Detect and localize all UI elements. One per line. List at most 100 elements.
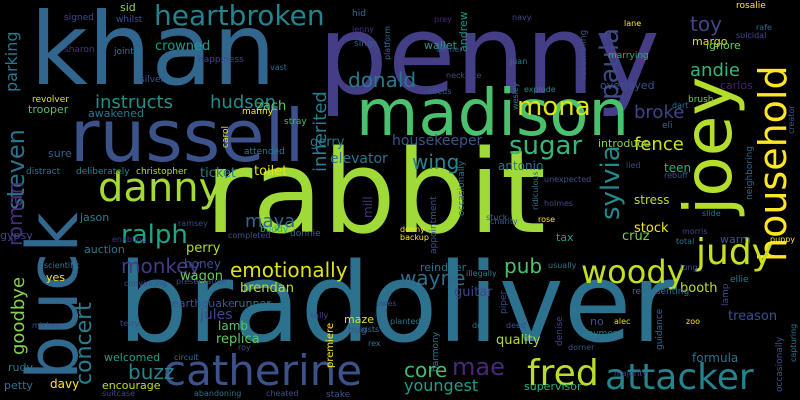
word: charity	[490, 217, 518, 226]
word: sings	[354, 39, 378, 49]
word: overjoyed	[600, 79, 655, 92]
word: suicidal	[736, 31, 767, 40]
word: anymore	[582, 329, 622, 339]
word: scientific	[44, 261, 80, 270]
word: revolver	[32, 95, 69, 105]
word: warm	[720, 233, 751, 246]
word: backup	[400, 233, 429, 242]
word: danny	[98, 165, 223, 211]
word: eli	[662, 121, 673, 131]
word: monkey	[121, 254, 201, 278]
word: gypsy	[0, 229, 33, 242]
word: attacker	[605, 357, 754, 398]
word: distract	[26, 167, 61, 177]
word: signed	[64, 13, 94, 23]
word: capturing	[789, 323, 798, 362]
word: completed	[228, 231, 271, 240]
word: sure	[48, 147, 72, 160]
word: instructs	[95, 92, 173, 113]
word: catherine	[163, 346, 363, 395]
word: maya	[245, 211, 296, 232]
word: goodbye	[8, 276, 29, 355]
word: judy	[696, 232, 773, 273]
word: hug	[348, 325, 368, 336]
word: cheated	[266, 389, 299, 398]
word: auction	[84, 243, 125, 256]
word: emotionally	[230, 258, 348, 282]
word: youngest	[404, 376, 479, 395]
word: sharon	[64, 45, 95, 55]
word: jenny	[352, 25, 375, 34]
word: penny	[318, 0, 661, 119]
word: morris	[682, 227, 708, 236]
word: vast	[270, 63, 287, 72]
word: silver	[140, 75, 165, 85]
word: ramsey	[178, 219, 208, 228]
word: donald	[348, 68, 417, 92]
word: slide	[702, 209, 721, 218]
word: sylvia	[596, 145, 626, 220]
word: treason	[728, 309, 778, 324]
word: davy	[50, 377, 80, 391]
word: carlos	[720, 79, 753, 92]
word: rosalie	[736, 1, 766, 11]
word: toilet	[254, 164, 288, 179]
word: holmes	[544, 199, 574, 208]
word: ellie	[730, 275, 749, 285]
word: buddy	[260, 225, 289, 235]
word: wing	[412, 150, 460, 174]
word: trooper	[28, 103, 69, 116]
word: illegally	[466, 269, 497, 278]
word: usually	[548, 261, 577, 270]
word: circuit	[174, 353, 199, 362]
word: owes	[376, 299, 397, 308]
word: stuck	[486, 213, 508, 222]
word: mae	[452, 353, 505, 381]
word: mona	[517, 92, 591, 122]
word: brush	[688, 95, 714, 105]
word: ralph	[121, 220, 188, 250]
word: quality	[496, 333, 541, 348]
word: heartbroken	[154, 0, 325, 32]
word: stray	[284, 117, 307, 127]
word: core	[404, 358, 448, 382]
word: tanner	[436, 45, 463, 54]
word: christopher	[136, 167, 188, 177]
word: earthquake	[172, 297, 235, 310]
word: lane	[624, 19, 642, 28]
word: neighboring	[745, 146, 755, 200]
word: exists	[356, 325, 380, 334]
word: rex	[368, 339, 381, 348]
word: unexpected	[544, 175, 592, 184]
word: joint	[114, 47, 134, 57]
word: dee	[472, 321, 487, 330]
word: toy	[690, 12, 722, 36]
word: denise	[555, 316, 565, 346]
word: occasionally	[775, 336, 785, 392]
word: replica	[216, 332, 260, 347]
word: stake	[326, 390, 351, 400]
word: lamb	[218, 319, 248, 333]
word: concert	[72, 302, 97, 385]
word: hudson	[210, 92, 277, 113]
word: donnie	[290, 229, 321, 239]
word: carol	[221, 126, 231, 148]
word: guidance	[655, 308, 665, 350]
word: perry	[186, 241, 221, 256]
word: no	[590, 315, 604, 328]
word: ridiculous	[531, 171, 540, 210]
word: roy	[238, 343, 251, 352]
word: andie	[690, 60, 740, 81]
word: guitar	[454, 285, 493, 300]
word: rose	[538, 215, 556, 224]
word: resembling	[579, 29, 589, 80]
word: creator	[787, 105, 796, 134]
word: rafe	[756, 23, 772, 32]
word: supervisor	[524, 380, 582, 393]
word: presentation	[176, 277, 227, 286]
word: deliberately	[76, 167, 130, 177]
word: russell	[70, 94, 305, 178]
word: rabbit	[205, 126, 546, 260]
word: buzz	[128, 360, 175, 384]
